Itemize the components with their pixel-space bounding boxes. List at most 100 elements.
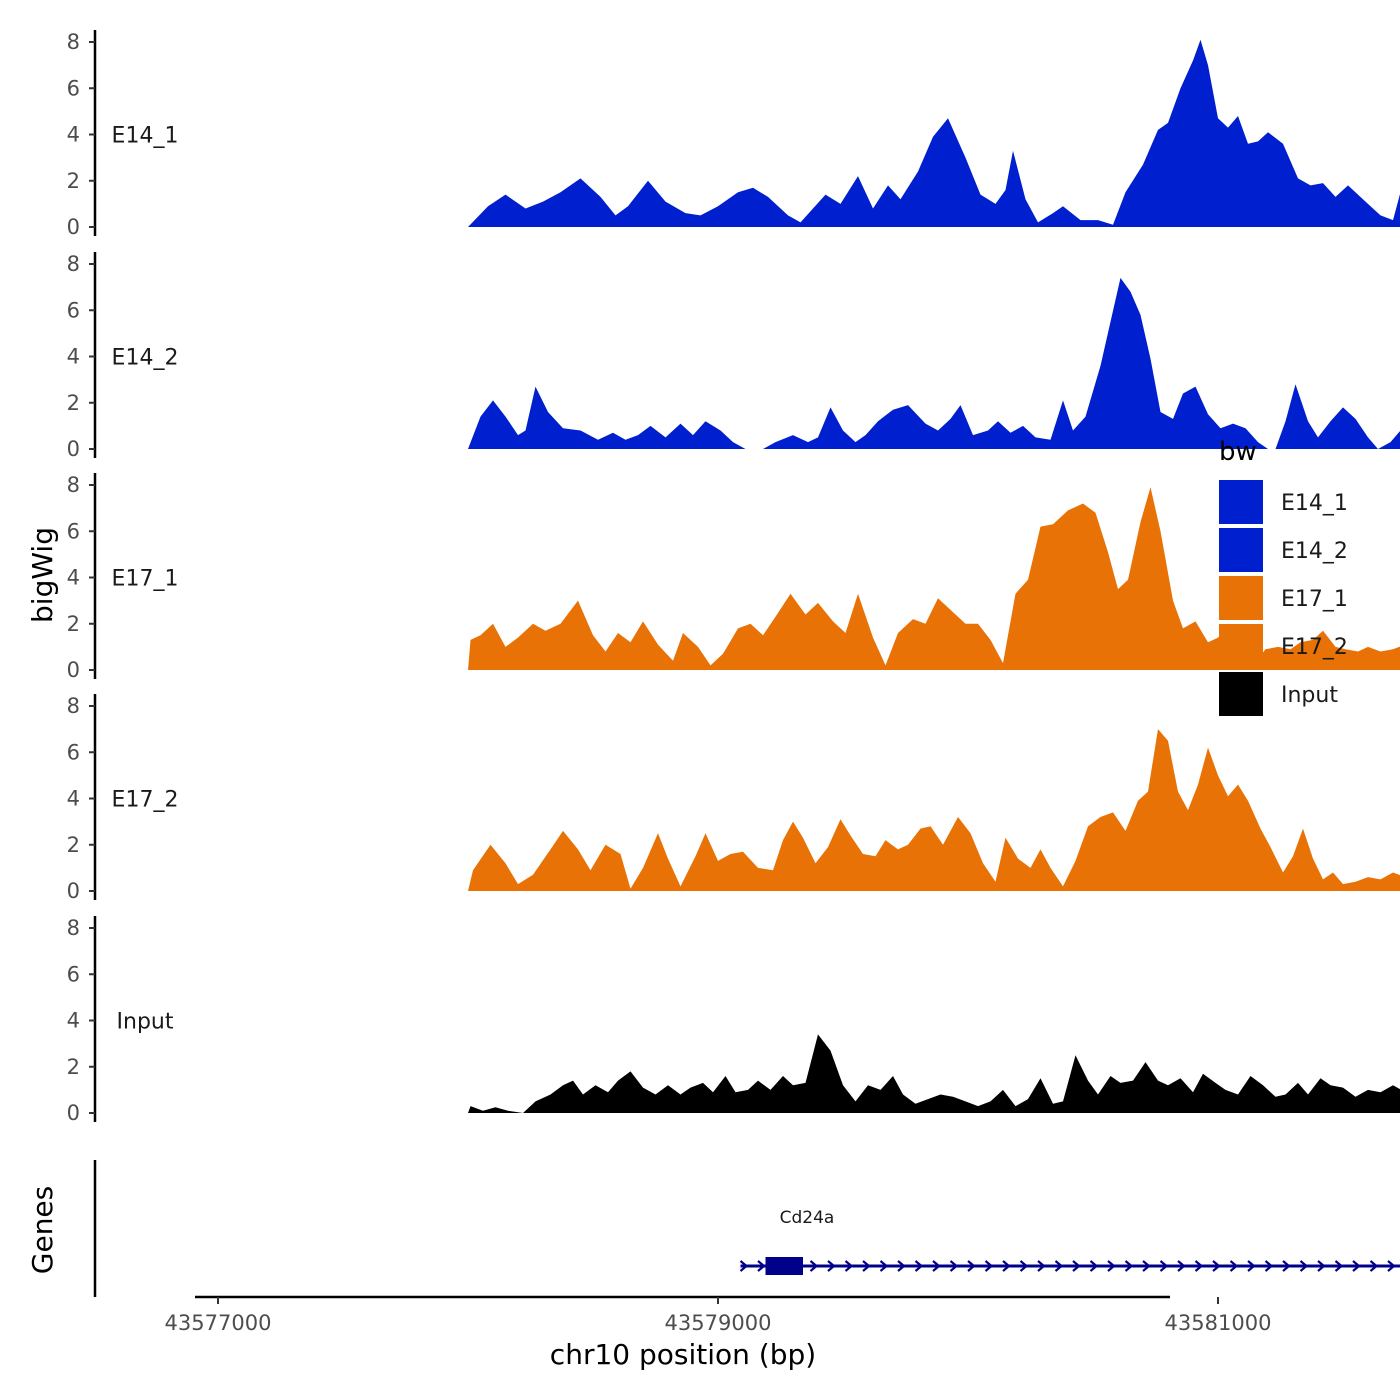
y-tick-label: 0 bbox=[67, 215, 80, 239]
y-tick-label: 0 bbox=[67, 658, 80, 682]
track-label: E14_2 bbox=[112, 346, 179, 371]
y-tick-label: 8 bbox=[67, 252, 80, 276]
strand-chevron bbox=[984, 1260, 994, 1272]
strand-chevron bbox=[862, 1260, 871, 1272]
strand-chevron bbox=[739, 1260, 749, 1272]
signal-area-E14_1 bbox=[468, 39, 1400, 227]
strand-chevron bbox=[1282, 1260, 1291, 1272]
strand-chevron bbox=[1089, 1260, 1099, 1272]
y-tick-label: 2 bbox=[67, 1055, 80, 1079]
strand-chevron bbox=[1124, 1260, 1134, 1272]
x-axis: 43577000435790004358100043583000 bbox=[165, 1295, 1272, 1335]
y-tick-label: 2 bbox=[67, 833, 80, 857]
strand-chevron bbox=[1194, 1260, 1204, 1272]
strand-chevron bbox=[1247, 1260, 1256, 1272]
strand-chevron bbox=[1002, 1260, 1011, 1272]
legend-label-E14_2: E14_2 bbox=[1281, 539, 1348, 564]
signal-area-E17_2 bbox=[468, 729, 1400, 891]
legend-swatch-E17_2 bbox=[1219, 624, 1263, 668]
strand-chevron bbox=[879, 1260, 889, 1272]
y-tick-label: 4 bbox=[67, 787, 80, 811]
track-E17_1: 0 2 4 6 8 E17_1 bbox=[67, 473, 1400, 682]
strand-chevron bbox=[949, 1260, 959, 1272]
y-tick-label: 4 bbox=[67, 1009, 80, 1033]
strand-chevron bbox=[1387, 1260, 1396, 1272]
y-tick-label: 6 bbox=[67, 740, 80, 764]
strand-chevron bbox=[757, 1260, 766, 1272]
y-tick-label: 4 bbox=[67, 345, 80, 369]
strand-chevron bbox=[1352, 1260, 1361, 1272]
genes-track-title: Genes bbox=[26, 1186, 59, 1274]
legend-label-E17_2: E17_2 bbox=[1281, 635, 1348, 660]
y-tick-label: 4 bbox=[67, 566, 80, 590]
y-tick-label: 8 bbox=[67, 694, 80, 718]
strand-chevron bbox=[967, 1260, 976, 1272]
strand-chevron bbox=[1299, 1260, 1309, 1272]
strand-chevron bbox=[827, 1260, 836, 1272]
y-tick-label: 6 bbox=[67, 962, 80, 986]
x-tick-label: 43577000 bbox=[165, 1311, 272, 1335]
y-tick-label: 8 bbox=[67, 473, 80, 497]
strand-chevron bbox=[1212, 1260, 1221, 1272]
track-label: E17_1 bbox=[112, 567, 179, 592]
track-Input: 0 2 4 6 8 Input bbox=[67, 916, 1400, 1125]
x-tick-label: 43579000 bbox=[665, 1311, 772, 1335]
strand-chevron bbox=[1229, 1260, 1239, 1272]
strand-chevron bbox=[1037, 1260, 1046, 1272]
track-label: E17_2 bbox=[112, 788, 179, 813]
legend-swatch-E14_2 bbox=[1219, 528, 1263, 572]
strand-chevron bbox=[914, 1260, 924, 1272]
track-E14_2: 0 2 4 6 8 E14_2 bbox=[67, 252, 1400, 461]
signal-area-Input bbox=[468, 1034, 1400, 1113]
track-E14_1: 0 2 4 6 8 E14_1 bbox=[67, 30, 1400, 239]
strand-chevron bbox=[1107, 1260, 1116, 1272]
y-tick-label: 2 bbox=[67, 169, 80, 193]
genes-track: Genes Cd24a bbox=[26, 1160, 1400, 1297]
y-tick-label: 8 bbox=[67, 916, 80, 940]
strand-chevron bbox=[844, 1260, 854, 1272]
legend-label-Input: Input bbox=[1281, 683, 1338, 708]
strand-chevron bbox=[1054, 1260, 1064, 1272]
strand-chevron bbox=[1072, 1260, 1081, 1272]
y-tick-label: 2 bbox=[67, 612, 80, 636]
y-tick-label: 0 bbox=[67, 1101, 80, 1125]
legend-swatch-E17_1 bbox=[1219, 576, 1263, 620]
y-tick-label: 4 bbox=[67, 123, 80, 147]
y-tick-label: 6 bbox=[67, 76, 80, 100]
legend-swatch-Input bbox=[1219, 672, 1263, 716]
strand-chevron bbox=[809, 1260, 819, 1272]
gene-exon bbox=[765, 1257, 803, 1275]
strand-chevron bbox=[1159, 1260, 1169, 1272]
legend-title: bw bbox=[1219, 437, 1257, 467]
legend: bw E14_1 E14_2 E17_1 E17_2 Input bbox=[1219, 437, 1348, 716]
legend-swatch-E14_1 bbox=[1219, 480, 1263, 524]
strand-chevron bbox=[1334, 1260, 1344, 1272]
strand-chevron bbox=[1177, 1260, 1186, 1272]
strand-chevron bbox=[1264, 1260, 1274, 1272]
y-axis-title: bigWig bbox=[26, 527, 59, 623]
strand-chevron bbox=[932, 1260, 941, 1272]
x-tick-label: 43581000 bbox=[1165, 1311, 1272, 1335]
signal-area-E17_1 bbox=[468, 487, 1400, 670]
signal-area-E14_2 bbox=[468, 277, 1400, 449]
y-tick-label: 6 bbox=[67, 298, 80, 322]
signal-tracks: 0 2 4 6 8 E14_1 0 2 4 6 8 E14_2 0 2 4 6 8 E17_1 0 2 4 6 8 E17_2… bbox=[67, 30, 1400, 1125]
y-tick-label: 0 bbox=[67, 879, 80, 903]
x-axis-title: chr10 position (bp) bbox=[550, 1338, 816, 1371]
y-tick-label: 0 bbox=[67, 437, 80, 461]
track-label: E14_1 bbox=[112, 124, 179, 149]
strand-chevron bbox=[1142, 1260, 1151, 1272]
strand-chevron bbox=[897, 1260, 906, 1272]
track-E17_2: 0 2 4 6 8 E17_2 bbox=[67, 694, 1400, 903]
legend-label-E17_1: E17_1 bbox=[1281, 587, 1348, 612]
y-tick-label: 6 bbox=[67, 519, 80, 543]
strand-chevron bbox=[1317, 1260, 1326, 1272]
strand-chevron bbox=[1369, 1260, 1379, 1272]
gene-name-label: Cd24a bbox=[780, 1208, 835, 1228]
track-label: Input bbox=[117, 1010, 174, 1035]
y-tick-label: 8 bbox=[67, 30, 80, 54]
y-tick-label: 2 bbox=[67, 391, 80, 415]
legend-label-E14_1: E14_1 bbox=[1281, 491, 1348, 516]
strand-chevron bbox=[1019, 1260, 1029, 1272]
